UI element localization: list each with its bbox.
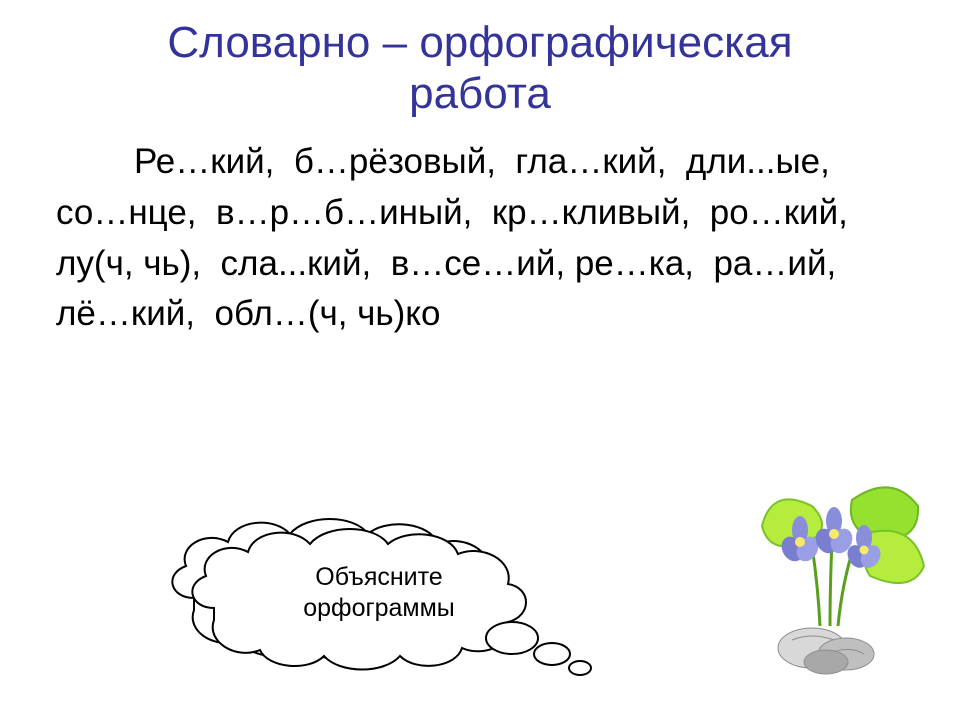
cloud-line-1: Объясните bbox=[315, 563, 442, 591]
flower-icon bbox=[742, 476, 932, 676]
exercise-text: Ре…кий, б…рёзовый, гла…кий, дли...ые, со… bbox=[0, 119, 960, 340]
slide: Словарно – орфографическая работа Ре…кий… bbox=[0, 0, 960, 720]
flower-illustration bbox=[742, 476, 932, 676]
cloud-line-2: орфограммы bbox=[303, 594, 455, 622]
page-title: Словарно – орфографическая работа bbox=[0, 0, 960, 119]
cloud-caption: Объясните орфограммы bbox=[284, 562, 474, 625]
thought-cloud: Объясните орфограммы bbox=[150, 490, 610, 690]
title-line-1: Словарно – орфографическая bbox=[167, 18, 792, 67]
exercise-words: Ре…кий, б…рёзовый, гла…кий, дли...ые, со… bbox=[56, 142, 867, 333]
title-line-2: работа bbox=[409, 69, 551, 118]
